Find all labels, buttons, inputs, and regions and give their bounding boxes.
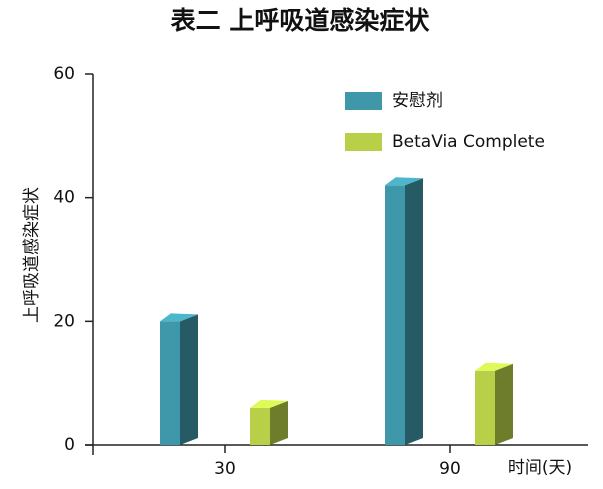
y-axis-label: 上呼吸道感染症状 — [22, 187, 42, 323]
legend-label: BetaVia Complete — [392, 132, 545, 152]
bar-top — [250, 399, 288, 408]
bar-side — [495, 363, 513, 445]
bar-top — [160, 313, 198, 322]
bar-side — [270, 400, 288, 445]
bar — [160, 321, 180, 445]
legend-swatch — [345, 92, 382, 110]
legend-label: 安慰剂 — [392, 91, 443, 111]
bar-top — [385, 177, 423, 186]
x-tick-label: 30 — [214, 459, 236, 479]
bar — [385, 185, 405, 446]
bar-top — [475, 362, 513, 371]
bar — [475, 370, 495, 445]
y-tick-label: 60 — [53, 64, 75, 84]
y-tick-label: 0 — [64, 435, 75, 455]
x-axis-label: 时间(天) — [508, 458, 572, 478]
bar-side — [180, 314, 198, 445]
chart-title: 表二 上呼吸道感染症状 — [171, 6, 431, 35]
legend-swatch — [345, 133, 382, 151]
bar-side — [405, 178, 423, 446]
y-tick-label: 20 — [53, 311, 75, 331]
bar — [250, 407, 270, 445]
x-tick-label: 90 — [439, 459, 461, 479]
y-tick-label: 40 — [53, 188, 75, 208]
